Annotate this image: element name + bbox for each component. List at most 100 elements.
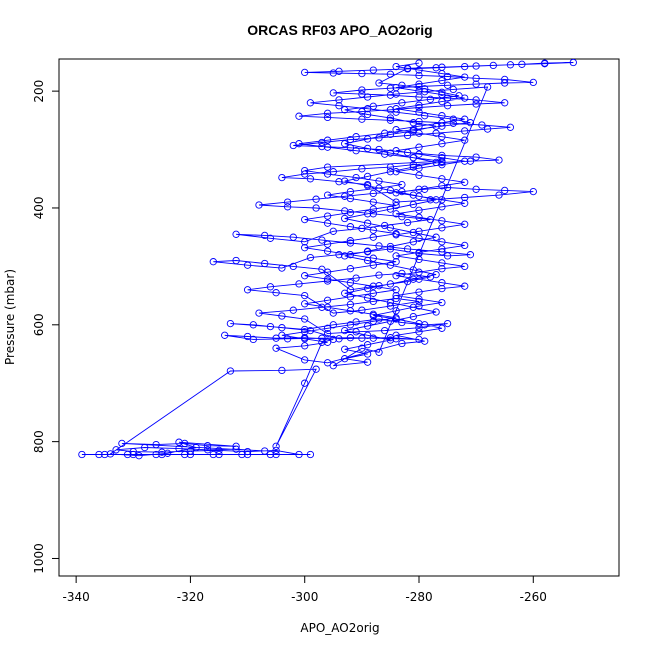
data-point [386, 224, 395, 232]
data-point [346, 307, 355, 315]
data-point [301, 166, 309, 175]
data-point [392, 189, 400, 197]
data-point [323, 170, 332, 178]
x-tick-label: -260 [520, 590, 547, 604]
data-point [192, 443, 200, 452]
data-point [232, 445, 240, 453]
data-point [386, 84, 395, 92]
data-point [318, 303, 326, 311]
data-point [461, 62, 469, 71]
data-point [301, 291, 309, 300]
data-point [415, 93, 423, 101]
data-point [403, 64, 412, 72]
data-point [346, 286, 355, 294]
data-point [449, 119, 457, 127]
data-point [249, 321, 257, 329]
data-point [426, 196, 435, 204]
data-point [392, 272, 400, 280]
data-point [392, 252, 400, 260]
data-point [529, 187, 537, 196]
data-point [363, 182, 372, 190]
data-point [323, 113, 332, 122]
data-point [409, 238, 417, 246]
data-point [341, 106, 349, 114]
data-point [369, 282, 377, 290]
data-point [438, 97, 446, 106]
data-point [278, 173, 286, 182]
data-point [392, 294, 400, 303]
data-point [386, 116, 395, 124]
data-point [438, 90, 446, 99]
data-point [386, 168, 395, 176]
data-point [358, 306, 366, 314]
data-point [358, 90, 366, 98]
data-point [409, 161, 417, 169]
data-point [461, 241, 469, 250]
data-point [318, 236, 326, 244]
data-point [358, 115, 366, 123]
data-point [506, 61, 515, 69]
data-point [438, 140, 446, 148]
y-tick-label: 800 [32, 430, 46, 453]
data-point [352, 274, 360, 282]
data-point [323, 247, 332, 255]
data-point [472, 153, 480, 161]
data-point [369, 311, 377, 320]
data-point [323, 143, 332, 151]
data-point [449, 115, 457, 123]
data-point [438, 217, 446, 225]
data-point [466, 157, 475, 165]
data-point [449, 85, 457, 94]
data-point [438, 196, 446, 204]
data-point [438, 154, 446, 162]
data-point [518, 60, 526, 68]
data-point [363, 322, 372, 330]
data-point [369, 205, 377, 213]
data-point [209, 450, 217, 459]
data-point [363, 294, 372, 302]
data-point [461, 178, 469, 186]
data-point [386, 245, 395, 253]
data-point [238, 450, 246, 459]
data-point [381, 129, 389, 137]
data-point [415, 66, 423, 74]
data-point [175, 438, 183, 446]
data-point [358, 69, 366, 78]
data-point [461, 193, 469, 202]
data-point [352, 133, 360, 141]
data-point [301, 215, 309, 224]
data-point [323, 277, 332, 285]
data-point [375, 271, 383, 279]
data-point [461, 73, 469, 81]
data-point [363, 358, 372, 366]
data-point [415, 328, 423, 336]
data-point [346, 144, 355, 152]
data-point [386, 302, 395, 310]
data-point [369, 261, 377, 269]
data-point [266, 283, 275, 291]
x-tick-label: -320 [177, 590, 204, 604]
data-point [421, 112, 429, 120]
data-point [432, 122, 440, 130]
data-point [392, 307, 400, 315]
data-point [501, 186, 509, 195]
data-point [323, 359, 332, 367]
x-axis: -340 -320 -300 -280 -260 [63, 575, 547, 604]
data-point [438, 245, 446, 253]
data-point [215, 450, 223, 459]
data-point [432, 196, 440, 204]
data-point [335, 335, 343, 343]
data-point [461, 115, 469, 123]
data-point [438, 122, 446, 130]
data-point [266, 322, 275, 331]
data-point [386, 70, 395, 78]
data-point [461, 220, 469, 228]
data-point [415, 192, 423, 200]
data-point [438, 88, 446, 96]
data-point [438, 203, 446, 211]
data-point [323, 240, 332, 248]
data-point [341, 289, 349, 297]
data-point [426, 95, 435, 103]
data-point [255, 201, 263, 209]
data-point [415, 319, 423, 328]
